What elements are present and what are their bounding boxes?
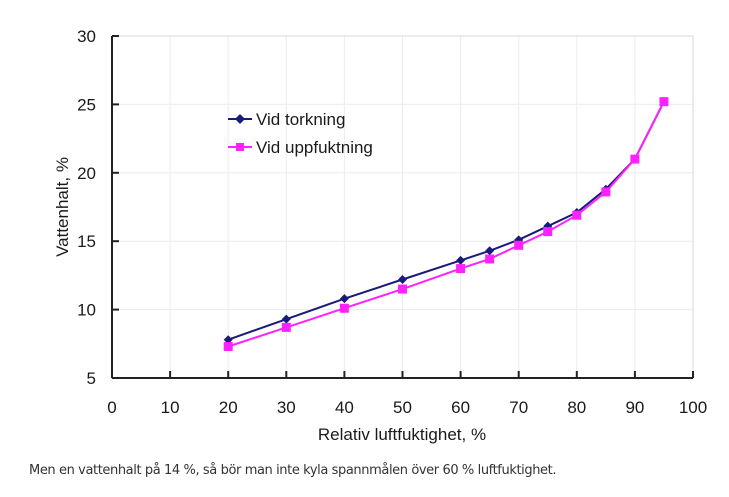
x-tick-label: 10 — [161, 398, 180, 417]
data-point-series-0 — [223, 335, 233, 345]
data-point-series-1 — [223, 342, 233, 352]
data-point-series-1 — [601, 187, 611, 197]
x-tick-label: 90 — [625, 398, 644, 417]
x-tick-label: 100 — [679, 398, 707, 417]
caption-text: Men en vattenhalt på 14 %, så bör man in… — [29, 463, 557, 478]
grid — [112, 36, 693, 378]
y-tick-label: 20 — [77, 164, 96, 183]
data-point-series-0 — [281, 314, 291, 324]
y-tick-label: 15 — [77, 232, 96, 251]
legend-label-series-0: Vid torkning — [256, 110, 345, 129]
x-tick-label: 50 — [393, 398, 412, 417]
legend: Vid torkning Vid uppfuktning — [228, 110, 373, 157]
y-tick-label: 30 — [77, 27, 96, 46]
x-tick-label: 20 — [219, 398, 238, 417]
x-tick-label: 0 — [107, 398, 116, 417]
data-point-series-0 — [398, 275, 407, 285]
data-point-series-0 — [339, 294, 349, 304]
x-tick-label: 60 — [451, 398, 470, 417]
data-point-series-1 — [485, 254, 495, 264]
tick-labels: 0 10 20 30 40 50 60 70 80 90 100 5 10 15 20 25 30 — [77, 27, 707, 417]
data-point-series-0 — [456, 255, 466, 265]
legend-label-series-1: Vid uppfuktning — [256, 138, 373, 157]
data-point-series-1 — [398, 284, 407, 294]
y-tick-label: 5 — [87, 369, 96, 388]
data-point-series-0 — [485, 246, 495, 256]
y-axis-title: Vattenhalt, % — [53, 157, 72, 257]
axis-ticks — [112, 35, 694, 378]
y-tick-label: 10 — [77, 301, 96, 320]
data-point-series-1 — [543, 227, 553, 237]
x-axis-title: Relativ luftfuktighet, % — [318, 425, 486, 444]
y-tick-label: 25 — [77, 95, 96, 114]
x-tick-label: 30 — [277, 398, 296, 417]
data-point-series-1 — [514, 240, 524, 250]
x-tick-label: 70 — [509, 398, 528, 417]
x-tick-label: 40 — [335, 398, 354, 417]
data-point-series-1 — [572, 210, 582, 220]
legend-marker-series-0 — [235, 114, 245, 124]
data-point-series-1 — [630, 154, 640, 164]
series-line-0 — [227, 101, 665, 341]
data-point-series-1 — [281, 322, 291, 332]
moisture-chart: 0 10 20 30 40 50 60 70 80 90 100 5 10 15 20 25 30 Relati… — [53, 27, 707, 444]
series-line-1 — [227, 101, 665, 348]
series-group — [223, 97, 669, 352]
x-tick-label: 80 — [567, 398, 586, 417]
data-point-series-1 — [456, 264, 466, 274]
legend-marker-series-1 — [236, 143, 244, 151]
data-point-series-1 — [339, 303, 349, 313]
data-point-series-1 — [659, 97, 669, 107]
